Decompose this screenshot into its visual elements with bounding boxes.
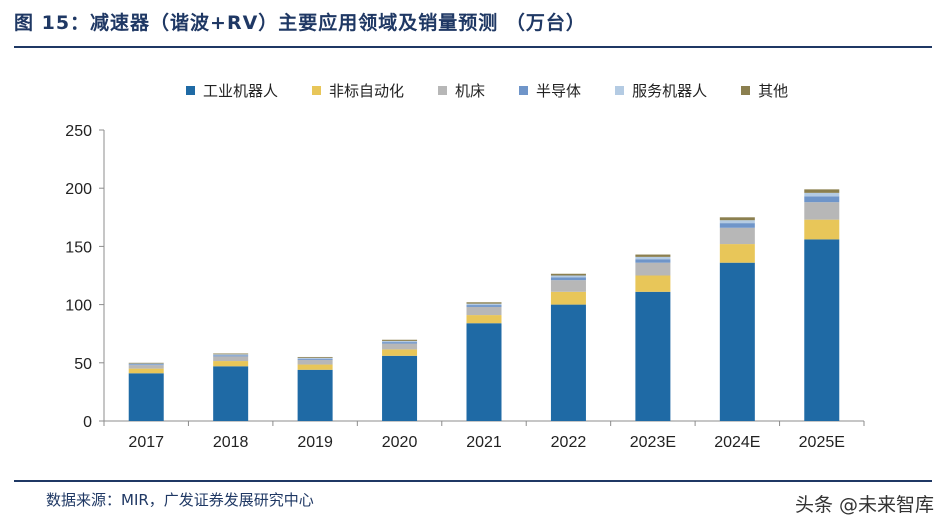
y-tick-label: 150	[65, 239, 92, 256]
bar-segment	[128, 365, 164, 369]
legend-swatch	[519, 85, 529, 95]
bar-segment	[128, 373, 164, 421]
bar-segment	[550, 275, 586, 278]
x-tick-label: 2020	[382, 434, 418, 451]
bar-segment	[466, 306, 502, 316]
source-divider	[14, 480, 932, 482]
legend-swatch	[615, 85, 625, 95]
bar-segment	[128, 368, 164, 374]
legend-swatch	[741, 85, 751, 95]
bar-segment	[382, 343, 418, 350]
bar-segment	[635, 291, 671, 421]
bar-segment	[466, 305, 502, 307]
bar-segment	[550, 304, 586, 421]
y-tick-label: 250	[65, 123, 92, 140]
y-tick-label: 200	[65, 181, 92, 198]
bar-segment	[466, 323, 502, 421]
x-tick-label: 2019	[297, 434, 333, 451]
legend-item: 机床	[438, 80, 485, 101]
legend-item: 服务机器人	[615, 80, 707, 101]
bar-segment	[804, 192, 840, 197]
x-tick-label: 2017	[128, 434, 164, 451]
bar-segment	[382, 342, 418, 344]
bar-segment	[804, 189, 840, 193]
bar-segment	[382, 355, 418, 421]
bar-segment	[382, 340, 418, 343]
bar-segment	[550, 291, 586, 305]
legend-label: 非标自动化	[329, 81, 405, 100]
bar-segment	[635, 254, 671, 257]
bar-segment	[804, 239, 840, 421]
bar-segment	[213, 361, 249, 367]
legend-item: 半导体	[519, 80, 581, 101]
legend-label: 机床	[455, 81, 486, 100]
y-tick-label: 0	[83, 414, 92, 431]
legend-item: 工业机器人	[186, 80, 278, 101]
bar-segment	[213, 353, 249, 355]
bar-segment	[550, 280, 586, 292]
bar-segment	[128, 364, 164, 366]
bar-segment	[297, 359, 333, 365]
legend-label: 其他	[758, 81, 789, 100]
bar-segment	[804, 196, 840, 203]
bar-segment	[466, 302, 502, 304]
bar-segment	[550, 273, 586, 276]
bar-segment	[635, 256, 671, 260]
watermark: 头条 @未来智库	[794, 494, 934, 516]
y-tick-label: 50	[74, 356, 92, 373]
bar-segment	[297, 356, 333, 358]
legend-swatch	[186, 85, 195, 95]
bar-segment	[719, 244, 755, 263]
bar-segment	[382, 339, 418, 341]
x-tick-label: 2022	[551, 434, 587, 451]
legend-item: 非标自动化	[312, 80, 404, 101]
bar-segment	[635, 262, 671, 276]
bar-segment	[550, 277, 586, 281]
bar-segment	[213, 366, 249, 421]
bar-segment	[719, 220, 755, 224]
legend-label: 服务机器人	[632, 81, 708, 100]
bar-segment	[382, 349, 418, 356]
y-tick-label: 100	[65, 298, 92, 315]
x-tick-label: 2024E	[714, 434, 760, 451]
title-divider	[14, 46, 932, 48]
legend: 工业机器人 非标自动化 机床 半导体 服务机器人 其他	[186, 80, 788, 100]
chart-title: 图 15：减速器（谐波+RV）主要应用领域及销量预测 （万台）	[14, 12, 586, 34]
bar-segment	[213, 356, 249, 362]
x-tick-label: 2021	[466, 434, 502, 451]
legend-label: 工业机器人	[203, 81, 279, 100]
x-tick-label: 2023E	[630, 434, 676, 451]
bar-segment	[719, 217, 755, 221]
bar-segment	[128, 363, 164, 365]
bar-segment	[128, 362, 164, 364]
bar-segment	[719, 227, 755, 245]
stacked-bar-chart: 0 50 100 150 200 250 2017 2018 2019 2020 2021 2022 2…	[65, 123, 865, 451]
bar-segment	[466, 303, 502, 306]
bar-segment	[804, 202, 840, 220]
bar-segment	[297, 369, 333, 421]
x-tick-label: 2018	[213, 434, 249, 451]
bar-segment	[719, 262, 755, 421]
legend-label: 半导体	[536, 81, 582, 100]
bar-segment	[719, 223, 755, 228]
bar-segment	[297, 364, 333, 370]
x-tick-label: 2025E	[799, 434, 845, 451]
legend-swatch	[438, 85, 448, 95]
source-note: 数据来源：MIR，广发证券发展研究中心	[46, 491, 314, 509]
bar-segment	[213, 355, 249, 357]
bar-segment	[804, 219, 840, 240]
bar-segment	[635, 259, 671, 263]
bar-segment	[297, 357, 333, 359]
bar-segment	[635, 275, 671, 292]
bar-segment	[297, 358, 333, 360]
bar-segment	[466, 315, 502, 324]
legend-swatch	[312, 85, 322, 95]
bar-segment	[213, 354, 249, 356]
legend-item: 其他	[741, 80, 788, 101]
